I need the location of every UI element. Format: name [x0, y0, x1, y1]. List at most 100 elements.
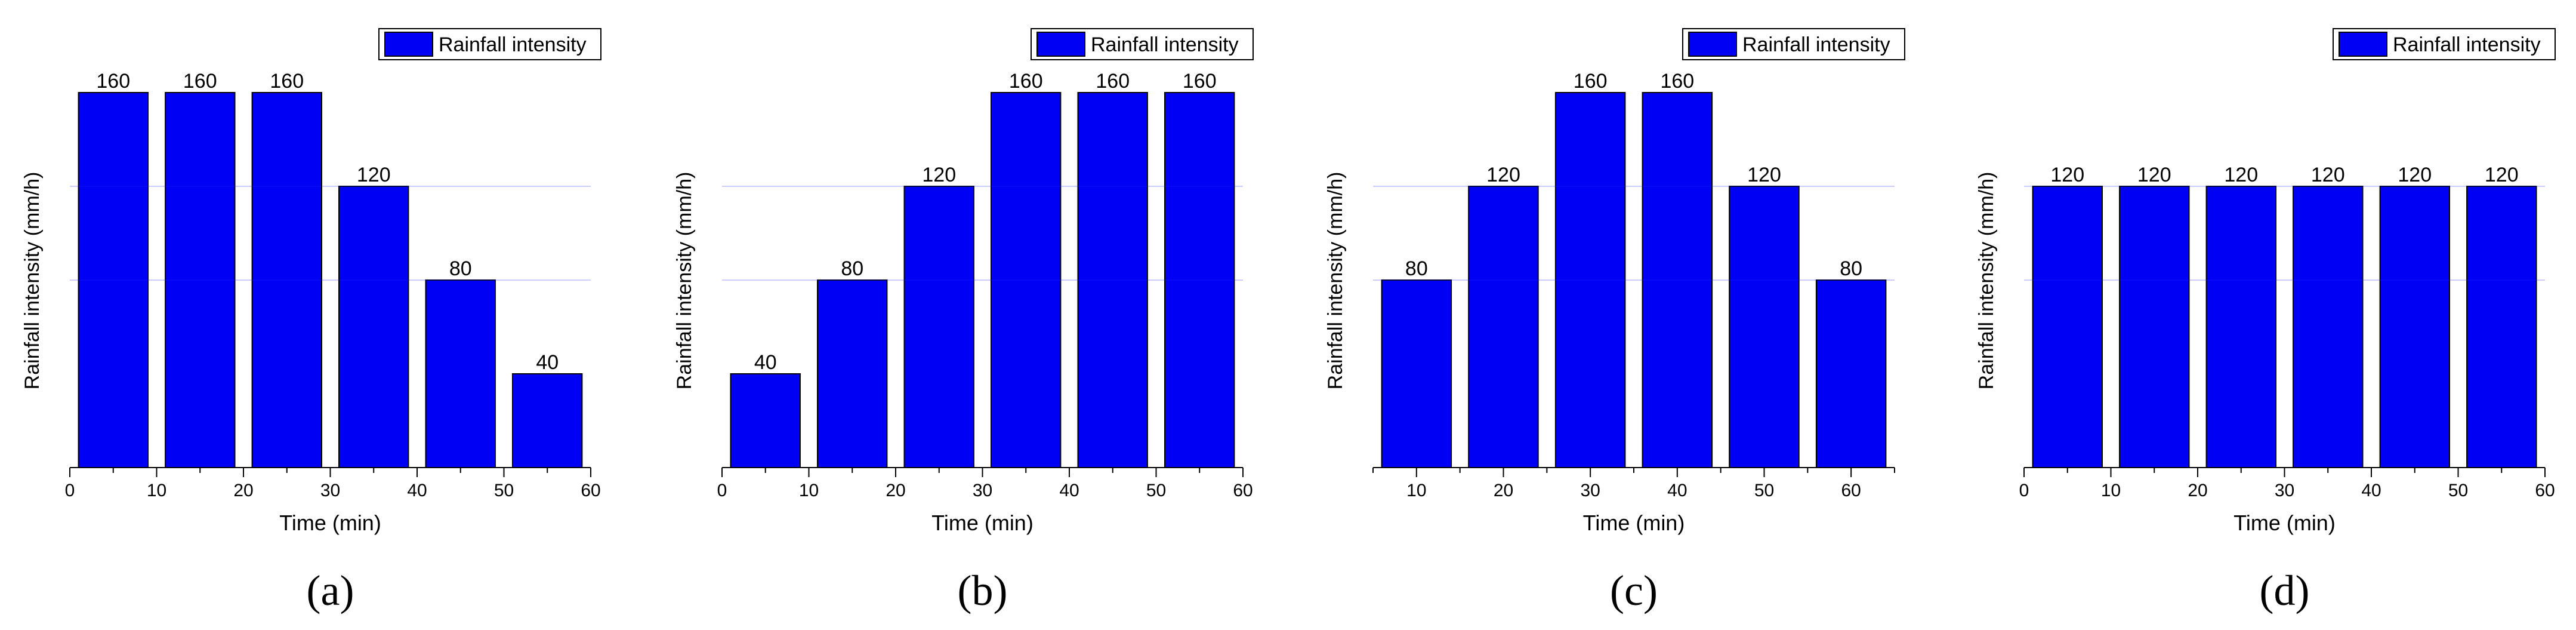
bar — [78, 92, 149, 468]
bar — [2293, 186, 2364, 468]
x-tick-label: 30 — [1580, 481, 1600, 500]
x-tick-label: 40 — [1667, 481, 1687, 500]
x-tick-label: 20 — [886, 481, 905, 500]
legend: Rainfall intensity — [2333, 28, 2556, 60]
bar — [903, 186, 974, 468]
data-label: 120 — [2224, 164, 2258, 186]
bar — [1381, 279, 1452, 468]
x-tick-label: 40 — [407, 481, 427, 500]
bar — [425, 279, 496, 468]
x-tick-label: 40 — [2361, 481, 2381, 500]
x-tick-label: 20 — [2188, 481, 2207, 500]
x-axis-title: Time (min) — [279, 511, 381, 535]
x-tick-label: 0 — [2019, 481, 2029, 500]
bar — [1164, 92, 1235, 468]
bar — [2205, 186, 2277, 468]
data-label: 160 — [270, 70, 304, 93]
chart-panel-d: 120 120 120 120 120 120 0 10 20 30 40 50 60 Time (min… — [1975, 28, 2556, 614]
x-tick-label: 10 — [2101, 481, 2121, 500]
data-label: 40 — [536, 351, 559, 374]
x-tick-label: 60 — [1841, 481, 1861, 500]
data-label: 120 — [1486, 164, 1520, 186]
data-label: 120 — [2398, 164, 2432, 186]
x-tick-label: 10 — [147, 481, 166, 500]
legend-label: Rainfall intensity — [1742, 33, 1890, 56]
x-tick-label: 60 — [2535, 481, 2555, 500]
bar — [1554, 92, 1626, 468]
bar — [2379, 186, 2451, 468]
data-label: 120 — [2311, 164, 2345, 186]
data-label: 120 — [2137, 164, 2171, 186]
legend-swatch — [384, 32, 433, 57]
data-label: 160 — [1096, 70, 1130, 93]
bar — [2119, 186, 2190, 468]
bar — [817, 279, 888, 468]
legend: Rainfall intensity — [1031, 28, 1254, 60]
legend: Rainfall intensity — [378, 28, 601, 60]
data-label: 120 — [922, 164, 956, 186]
x-tick-label: 30 — [2275, 481, 2294, 500]
x-tick-label: 40 — [1059, 481, 1079, 500]
x-tick-label: 10 — [1406, 481, 1426, 500]
x-tick-label: 50 — [2448, 481, 2468, 500]
chart-panel-b: 40 80 120 160 160 160 0 10 20 30 40 50 60 Time (min) R… — [673, 28, 1254, 614]
bar — [1642, 92, 1713, 468]
bar — [991, 92, 1062, 468]
data-label: 160 — [96, 70, 130, 93]
data-label: 80 — [1840, 257, 1862, 280]
bar — [1468, 186, 1539, 468]
x-axis-title: Time (min) — [2233, 511, 2336, 535]
data-label: 80 — [841, 257, 863, 280]
panel-label: (b) — [958, 567, 1008, 614]
x-tick-label: 30 — [320, 481, 340, 500]
x-tick-label: 30 — [973, 481, 992, 500]
legend-label: Rainfall intensity — [2393, 33, 2541, 56]
panel-label: (d) — [2260, 567, 2310, 614]
data-label: 160 — [1574, 70, 1608, 93]
legend-swatch — [1688, 32, 1737, 57]
chart-panel-c: 80 120 160 160 120 80 10 20 30 40 50 60 Time (min) Ra… — [1324, 28, 1905, 614]
data-label: 160 — [1183, 70, 1217, 93]
bar — [251, 92, 323, 468]
x-tick-label: 0 — [717, 481, 727, 500]
y-axis-title: Rainfall intensity (mm/h) — [1975, 172, 1998, 390]
data-label: 120 — [357, 164, 391, 186]
data-label: 80 — [1405, 257, 1428, 280]
chart-panel-a: 160 160 160 120 80 40 0 10 20 30 40 50 60 Time (min) R… — [21, 28, 601, 614]
legend-label: Rainfall intensity — [439, 33, 587, 56]
panel-label: (c) — [1610, 567, 1658, 614]
bar — [2466, 186, 2537, 468]
legend: Rainfall intensity — [1682, 28, 1905, 60]
x-tick-label: 60 — [1233, 481, 1252, 500]
legend-swatch — [2339, 32, 2387, 57]
legend-label: Rainfall intensity — [1091, 33, 1239, 56]
y-axis-title: Rainfall intensity (mm/h) — [21, 172, 44, 390]
x-tick-label: 50 — [1146, 481, 1166, 500]
x-axis-title: Time (min) — [1583, 511, 1685, 535]
x-tick-label: 0 — [65, 481, 75, 500]
bar — [730, 373, 801, 468]
bar — [1729, 186, 1800, 468]
data-label: 40 — [754, 351, 777, 374]
x-tick-label: 10 — [799, 481, 819, 500]
y-axis-title: Rainfall intensity (mm/h) — [1324, 172, 1347, 390]
bar — [512, 373, 583, 468]
data-label: 120 — [2050, 164, 2084, 186]
data-label: 80 — [449, 257, 472, 280]
data-label: 120 — [1747, 164, 1781, 186]
data-label: 160 — [183, 70, 217, 93]
bar — [1077, 92, 1148, 468]
x-axis-title: Time (min) — [931, 511, 1034, 535]
y-axis-title: Rainfall intensity (mm/h) — [673, 172, 696, 390]
data-label: 120 — [2485, 164, 2519, 186]
x-tick-label: 20 — [1494, 481, 1513, 500]
x-tick-label: 50 — [494, 481, 514, 500]
x-tick-label: 50 — [1754, 481, 1774, 500]
x-tick-label: 60 — [581, 481, 600, 500]
panel-label: (a) — [307, 567, 354, 614]
x-tick-label: 20 — [233, 481, 253, 500]
legend-swatch — [1036, 32, 1085, 57]
bar — [2032, 186, 2103, 468]
data-label: 160 — [1009, 70, 1043, 93]
